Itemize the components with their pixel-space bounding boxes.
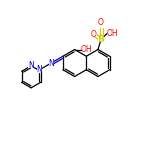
Text: O: O bbox=[98, 18, 104, 27]
FancyBboxPatch shape bbox=[99, 20, 104, 25]
FancyBboxPatch shape bbox=[28, 63, 34, 68]
Text: B: B bbox=[98, 35, 104, 44]
FancyBboxPatch shape bbox=[37, 68, 42, 72]
Text: N: N bbox=[28, 61, 34, 70]
Text: OH: OH bbox=[106, 29, 118, 38]
FancyBboxPatch shape bbox=[49, 61, 54, 65]
Text: N: N bbox=[37, 65, 42, 74]
Text: OH: OH bbox=[81, 45, 92, 54]
FancyBboxPatch shape bbox=[108, 31, 116, 36]
FancyBboxPatch shape bbox=[91, 32, 97, 37]
Text: N: N bbox=[48, 58, 54, 68]
FancyBboxPatch shape bbox=[83, 47, 91, 52]
FancyBboxPatch shape bbox=[98, 37, 104, 42]
Text: O: O bbox=[91, 30, 97, 39]
